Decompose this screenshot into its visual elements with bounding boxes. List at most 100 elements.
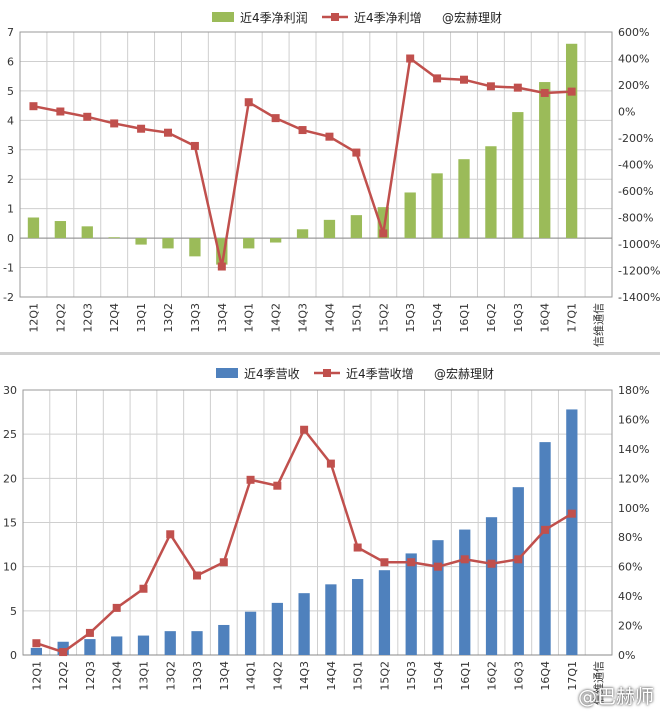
x-tick-label: 12Q4 <box>111 661 124 691</box>
bar-15Q3 <box>404 192 416 239</box>
y-tick-label: 4 <box>7 114 14 127</box>
marker-16Q4 <box>540 88 549 97</box>
marker-14Q4 <box>326 459 335 468</box>
marker-14Q2 <box>271 114 280 123</box>
x-tick-label: 12Q2 <box>54 303 67 333</box>
y-tick-label: 7 <box>7 26 14 39</box>
y-tick-label: -2 <box>3 291 14 304</box>
bar-12Q3 <box>84 639 96 655</box>
x-tick-label-company: 信维通信 <box>593 661 606 705</box>
marker-14Q3 <box>298 126 307 135</box>
marker-17Q1 <box>567 87 576 96</box>
x-tick-label: 16Q3 <box>512 303 525 333</box>
y2-tick-label: -600% <box>618 185 653 198</box>
y2-tick-label: 0% <box>618 649 635 662</box>
x-tick-label: 12Q1 <box>30 661 43 691</box>
marker-13Q4 <box>217 262 226 271</box>
y2-tick-label: 80% <box>618 531 642 544</box>
x-tick-label: 16Q1 <box>458 303 471 333</box>
x-tick-label: 16Q1 <box>459 661 472 691</box>
x-tick-label: 15Q1 <box>352 661 365 691</box>
marker-16Q4 <box>541 525 550 534</box>
y2-tick-label: -200% <box>618 132 653 145</box>
marker-12Q2 <box>59 648 68 657</box>
y2-tick-label: -400% <box>618 159 653 172</box>
marker-12Q2 <box>56 107 65 116</box>
y2-tick-label: 400% <box>618 53 649 66</box>
y2-tick-label: 180% <box>618 384 649 397</box>
marker-15Q1 <box>352 148 361 157</box>
y2-tick-label: 20% <box>618 620 642 633</box>
marker-13Q2 <box>164 128 172 137</box>
marker-15Q4 <box>433 562 442 571</box>
y-tick-label: 6 <box>7 55 14 68</box>
legend-bar-swatch <box>212 12 234 22</box>
marker-13Q3 <box>193 571 202 580</box>
bar-12Q4 <box>111 636 123 655</box>
marker-16Q3 <box>514 555 523 564</box>
bar-16Q1 <box>458 159 470 239</box>
legend-credit: @宏赫理财 <box>434 366 494 381</box>
x-tick-label: 13Q1 <box>135 303 148 333</box>
x-tick-label: 13Q2 <box>162 303 175 333</box>
y2-tick-label: -1400% <box>618 291 660 304</box>
marker-15Q1 <box>353 543 362 552</box>
y-tick-label: 2 <box>7 173 14 186</box>
marker-15Q3 <box>406 54 415 63</box>
x-tick-label: 13Q4 <box>216 303 229 333</box>
bar-14Q1 <box>244 611 257 655</box>
bar-13Q4 <box>216 238 228 265</box>
y2-tick-label: -1200% <box>618 265 660 278</box>
legend-line-marker <box>331 13 339 21</box>
y-tick-label: 25 <box>3 428 17 441</box>
marker-16Q2 <box>487 559 496 568</box>
bar-16Q1 <box>459 529 471 655</box>
legend-line-label: 近4季营收增 <box>346 367 414 381</box>
x-tick-label: 15Q3 <box>404 303 417 333</box>
y2-tick-label: 200% <box>618 79 649 92</box>
bar-13Q2 <box>164 631 176 655</box>
bar-15Q4 <box>431 173 443 239</box>
x-tick-label: 15Q1 <box>350 303 363 333</box>
bar-14Q2 <box>269 238 282 243</box>
x-tick-label: 15Q2 <box>377 303 390 333</box>
marker-12Q3 <box>85 628 94 637</box>
x-tick-label: 16Q4 <box>539 303 552 333</box>
y-tick-label: 30 <box>3 384 17 397</box>
legend-bar-label: 近4季营收 <box>244 367 300 381</box>
legend-line-marker <box>323 369 331 377</box>
x-tick-label: 16Q2 <box>485 303 498 333</box>
y-tick-label: 0 <box>10 649 17 662</box>
bar-13Q4 <box>218 624 230 655</box>
marker-12Q1 <box>32 639 41 648</box>
y2-tick-label: 600% <box>618 26 649 39</box>
legend-credit: @宏赫理财 <box>442 10 502 25</box>
x-tick-label: 12Q3 <box>81 303 94 333</box>
x-tick-label: 17Q1 <box>566 661 579 691</box>
marker-16Q1 <box>460 75 468 84</box>
plot-frame <box>19 31 613 298</box>
bar-12Q1 <box>30 647 43 655</box>
bar-15Q2 <box>377 207 389 239</box>
x-tick-label: 14Q2 <box>271 661 284 691</box>
net-profit-chart: -2 -1 0 1 2 3 4 5 6 7 -1400% -1200% -1000% -800% -600%… <box>3 10 660 347</box>
marker-15Q2 <box>379 229 388 238</box>
bar-13Q1 <box>135 238 147 245</box>
marker-15Q3 <box>407 558 416 567</box>
bar-12Q3 <box>81 226 93 239</box>
bar-17Q1 <box>566 409 578 655</box>
x-tick-label: 14Q4 <box>325 661 338 691</box>
marker-14Q3 <box>300 425 309 434</box>
x-tick-label: 14Q3 <box>298 661 311 691</box>
bar-15Q1 <box>350 215 363 239</box>
x-tick-label: 14Q1 <box>243 303 256 333</box>
x-tick-label: 13Q2 <box>164 661 177 691</box>
bar-16Q4 <box>539 82 551 239</box>
marker-12Q4 <box>112 603 121 612</box>
x-tick-label: 14Q4 <box>323 303 336 333</box>
x-tick-label: 15Q4 <box>432 661 445 691</box>
marker-16Q1 <box>460 555 469 564</box>
bar-17Q1 <box>565 43 578 239</box>
bar-16Q4 <box>539 442 551 655</box>
bar-14Q2 <box>271 602 283 655</box>
